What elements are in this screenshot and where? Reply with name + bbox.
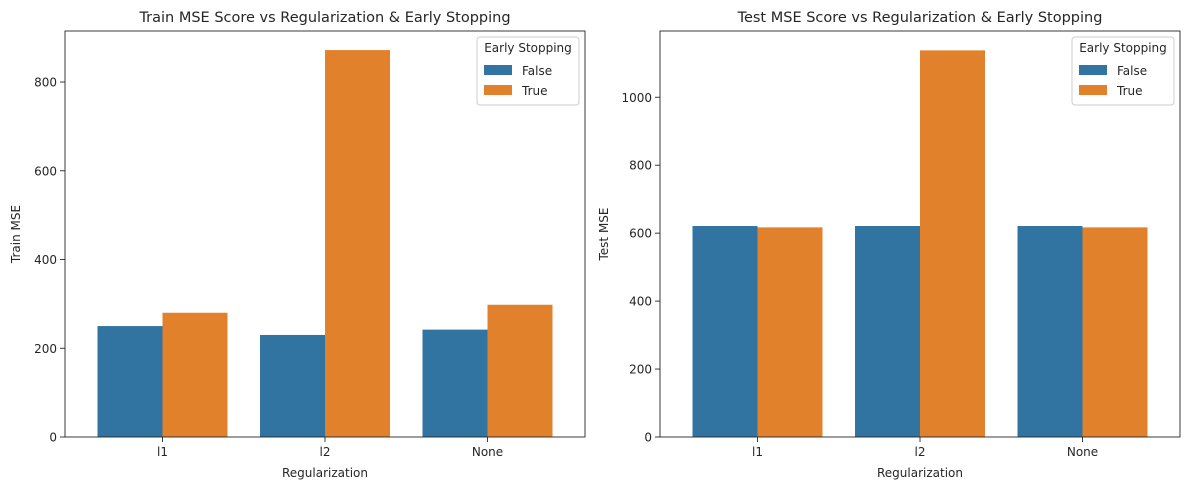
bars xyxy=(692,50,1148,438)
y-ticks: 0 200 400 600 800 1000 xyxy=(621,91,660,445)
bar-none-true xyxy=(487,304,553,437)
test-mse-chart: Test MSE Score vs Regularization & Early… xyxy=(597,10,1181,480)
y-tick-label: 200 xyxy=(629,363,652,377)
y-tick-label: 800 xyxy=(629,159,652,173)
legend-swatch-false xyxy=(1079,65,1107,75)
legend-label-false: False xyxy=(522,64,552,78)
legend-label-true: True xyxy=(521,84,548,98)
chart-title: Train MSE Score vs Regularization & Earl… xyxy=(138,10,510,26)
y-tick-label: 1000 xyxy=(621,91,652,105)
bar-none-false xyxy=(1017,226,1083,437)
y-tick-label: 400 xyxy=(34,253,57,267)
x-tick-label: None xyxy=(1067,445,1098,459)
plot-frame xyxy=(659,30,1181,438)
x-tick-label: None xyxy=(472,445,503,459)
legend: Early Stopping False True xyxy=(1071,36,1175,106)
bar-l1-false xyxy=(692,226,758,437)
bar-l1-true xyxy=(162,312,228,437)
bar-none-true xyxy=(1082,227,1148,437)
legend-swatch-true xyxy=(484,85,512,95)
legend: Early Stopping False True xyxy=(476,36,580,106)
x-tick-label: l1 xyxy=(157,445,168,459)
y-tick-label: 600 xyxy=(629,227,652,241)
legend-title: Early Stopping xyxy=(1079,41,1167,55)
legend-label-false: False xyxy=(1117,64,1147,78)
chart-title: Test MSE Score vs Regularization & Early… xyxy=(737,10,1103,26)
legend-swatch-false xyxy=(484,65,512,75)
y-tick-label: 400 xyxy=(629,295,652,309)
bar-l2-false xyxy=(260,334,325,437)
y-axis-label: Test MSE xyxy=(597,208,611,262)
legend-swatch-true xyxy=(1079,85,1107,95)
bars xyxy=(97,50,553,437)
x-tick-label: l2 xyxy=(915,445,926,459)
y-tick-label: 600 xyxy=(34,164,57,178)
x-ticks: l1 l2 None xyxy=(157,437,503,459)
y-tick-label: 0 xyxy=(49,431,57,445)
legend-label-true: True xyxy=(1116,84,1143,98)
x-axis-label: Regularization xyxy=(877,466,963,480)
bar-l1-true xyxy=(757,227,823,437)
bar-l2-true xyxy=(325,50,390,437)
x-tick-label: l2 xyxy=(320,445,331,459)
bar-l2-false xyxy=(855,226,920,437)
y-tick-label: 800 xyxy=(34,76,57,90)
x-axis-label: Regularization xyxy=(282,466,368,480)
y-tick-label: 0 xyxy=(644,431,652,445)
y-axis-label: Train MSE xyxy=(9,205,23,264)
x-tick-label: l1 xyxy=(752,445,763,459)
legend-title: Early Stopping xyxy=(484,41,572,55)
y-ticks: 0 200 400 600 800 xyxy=(34,76,65,445)
bar-l1-false xyxy=(97,326,163,437)
plot-frame xyxy=(64,30,586,438)
train-mse-chart: Train MSE Score vs Regularization & Earl… xyxy=(9,10,586,480)
y-tick-label: 200 xyxy=(34,342,57,356)
x-ticks: l1 l2 None xyxy=(752,437,1098,459)
bar-none-false xyxy=(422,329,488,437)
bar-l2-true xyxy=(920,50,985,438)
